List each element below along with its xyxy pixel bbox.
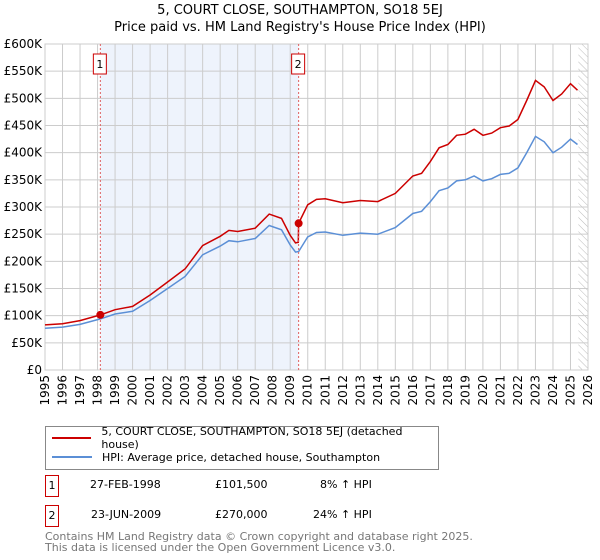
x-tick-label: 2017 [423,375,437,406]
x-tick-label: 2016 [406,375,420,406]
legend-swatch-property [52,437,92,439]
transaction-hpi-diff: 8% ↑ HPI [320,478,372,491]
x-tick-label: 2023 [528,375,542,406]
legend-swatch-hpi [52,456,92,458]
x-tick-label: 1996 [56,375,70,406]
x-tick-label: 2011 [318,375,332,406]
x-tick-label: 2018 [441,375,455,406]
transaction-price: £101,500 [215,478,268,491]
x-tick-label: 1997 [73,375,87,406]
x-tick-label: 2012 [336,375,350,406]
transaction-date: 27-FEB-1998 [90,478,161,491]
property-series-line [44,79,579,326]
x-tick-label: 2007 [248,375,262,406]
transaction-marker: 2 [45,505,59,527]
transaction-price: £270,000 [215,508,268,521]
footer: Contains HM Land Registry data © Crown c… [45,531,473,553]
x-tick-label: 1998 [91,375,105,406]
x-tick-label: 2015 [388,375,402,406]
transaction-row: 2 23-JUN-2009 £270,000 24% ↑ HPI [45,505,465,527]
sale-label-box [92,53,107,75]
sale-point [294,219,303,228]
x-tick-label: 2021 [493,375,507,406]
y-tick-label: £100K [4,309,44,323]
y-tick-label: £150K [4,282,44,296]
x-tick-label: 2000 [126,375,140,406]
sale-label: 1 [96,58,103,71]
y-tick-label: £50K [11,336,43,350]
chart-subtitle: Price paid vs. HM Land Registry's House … [114,20,486,35]
x-tick-label: 2001 [143,375,157,406]
y-tick-label: £0 [27,363,42,377]
legend-label-hpi: HPI: Average price, detached house, Sout… [102,450,381,464]
x-tick-label: 2008 [266,375,280,406]
x-tick-label: 1999 [108,375,122,406]
line-chart: £0 £50K £100K £150K £200K £250K £300K £350K £400… [4,37,595,406]
x-tick-label: 2002 [161,375,175,406]
legend: 5, COURT CLOSE, SOUTHAMPTON, SO18 5EJ (d… [45,425,439,470]
transaction-row: 1 27-FEB-1998 £101,500 8% ↑ HPI [45,475,465,497]
y-tick-label: £200K [4,254,44,268]
x-tick-label: 1995 [38,375,52,406]
y-tick-label: £550K [4,64,44,78]
x-tick-label: 2003 [178,375,192,406]
x-tick-label: 2004 [196,375,210,406]
x-tick-label: 2022 [511,375,525,406]
x-tick-label: 2010 [301,375,315,406]
x-tick-label: 2024 [546,375,560,406]
legend-item-hpi: HPI: Average price, detached house, Sout… [52,449,380,465]
y-tick-label: £400K [4,146,44,160]
sale-label-box [291,53,306,75]
x-tick-label: 2020 [476,375,490,406]
y-tick-label: £600K [4,37,44,51]
y-tick-label: £250K [4,227,44,241]
transaction-hpi-diff: 24% ↑ HPI [313,508,372,521]
y-tick-label: £300K [4,200,44,214]
y-tick-label: £450K [4,119,44,133]
x-tick-label: 2026 [581,375,595,406]
y-tick-label: £500K [4,91,44,105]
legend-item-property: 5, COURT CLOSE, SOUTHAMPTON, SO18 5EJ (d… [52,425,438,451]
x-tick-label: 2014 [371,375,385,406]
x-tick-label: 2006 [231,375,245,406]
sale-point [96,310,105,319]
sale-label: 2 [295,58,302,71]
y-tick-label: £350K [4,173,44,187]
hpi-series-line [44,135,578,329]
x-tick-label: 2019 [458,375,472,406]
x-tick-label: 2009 [283,375,297,406]
transaction-marker: 1 [45,475,59,497]
transaction-date: 23-JUN-2009 [91,508,162,521]
chart-title: 5, COURT CLOSE, SOUTHAMPTON, SO18 5EJ [157,3,443,18]
x-tick-label: 2005 [213,375,227,406]
x-tick-label: 2013 [353,375,367,406]
legend-label-property: 5, COURT CLOSE, SOUTHAMPTON, SO18 5EJ (d… [101,425,403,451]
footer-licence: This data is licensed under the Open Gov… [45,541,396,554]
x-tick-label: 2025 [563,375,577,406]
footer-copyright: Contains HM Land Registry data © Crown c… [45,530,473,543]
